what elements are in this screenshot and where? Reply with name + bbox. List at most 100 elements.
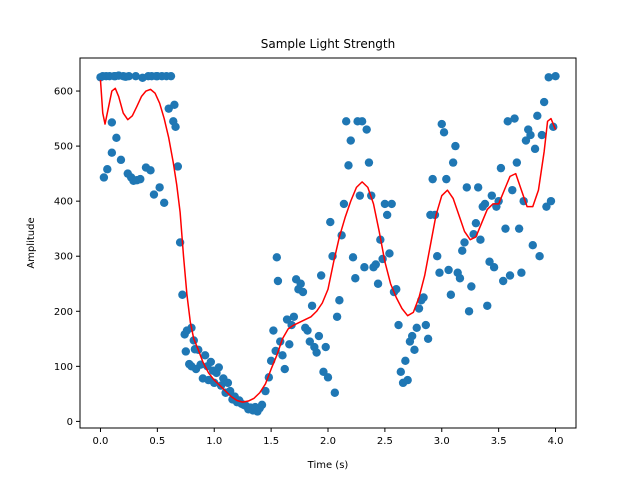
scatter-point — [357, 117, 367, 126]
scatter-point — [373, 279, 383, 288]
scatter-point — [178, 290, 187, 299]
scatter-point — [269, 326, 278, 335]
scatter-point — [342, 117, 351, 126]
scatter-point — [464, 307, 474, 316]
scatter-point — [437, 119, 446, 129]
scatter-point — [323, 373, 333, 382]
y-tick-label: 500 — [54, 142, 73, 153]
scatter-point — [535, 252, 544, 261]
scatter-point — [471, 218, 481, 228]
scatter-point — [257, 400, 267, 410]
scatter-point — [528, 241, 537, 250]
scatter-point — [298, 287, 308, 297]
scatter-point — [380, 199, 390, 209]
scatter-point — [407, 331, 417, 341]
y-tick-label: 300 — [54, 252, 73, 263]
scatter-point — [410, 345, 419, 355]
scatter-point — [214, 363, 223, 372]
scatter-point — [480, 199, 490, 209]
x-tick-label: 1.5 — [263, 436, 279, 447]
fit-line — [99, 79, 557, 403]
y-tick-label: 400 — [54, 197, 73, 208]
scatter-point — [112, 133, 121, 143]
scatter-point — [362, 125, 371, 134]
scatter-point — [107, 118, 117, 127]
scatter-point — [512, 158, 522, 167]
scatter-point — [346, 136, 355, 145]
scatter-point — [330, 388, 340, 397]
scatter-point — [448, 158, 458, 167]
chart-title: Sample Light Strength — [261, 37, 395, 51]
scatter-point — [136, 174, 145, 184]
scatter-point — [551, 71, 560, 81]
scatter-point — [159, 198, 169, 208]
scatter-point — [476, 235, 485, 244]
scatter-point — [155, 183, 164, 192]
scatter-point — [510, 114, 519, 123]
scatter-point — [439, 128, 449, 137]
y-axis-label: Amplitude — [26, 217, 37, 268]
scatter-point — [321, 342, 330, 352]
scatter-point — [508, 185, 517, 195]
scatter-point — [360, 263, 369, 272]
scatter-point — [505, 271, 515, 280]
x-tick-label: 2.5 — [377, 436, 393, 447]
scatter-point — [428, 174, 437, 184]
scatter-point — [371, 260, 380, 269]
scatter-point — [181, 347, 190, 356]
scatter-point — [517, 268, 526, 277]
scatter-point — [314, 331, 324, 341]
scatter-point — [403, 375, 412, 385]
scatter-point — [166, 71, 176, 81]
scatter-point — [332, 312, 342, 321]
scatter-point — [103, 165, 112, 174]
scatter-point — [278, 351, 287, 360]
scatter-point — [335, 296, 344, 305]
scatter-point — [146, 166, 155, 175]
x-tick-label: 1.0 — [206, 436, 222, 447]
x-axis: 0.0 0.5 1.0 1.5 2.0 2.5 3.0 3.5 4.0 — [93, 428, 564, 447]
scatter-point — [533, 111, 542, 121]
scatter-point — [546, 196, 556, 206]
scatter-point — [401, 356, 410, 366]
x-tick-label: 3.5 — [491, 436, 507, 447]
scatter-point — [421, 320, 431, 330]
scatter-point — [501, 224, 510, 233]
scatter-point — [99, 173, 109, 182]
scatter-point — [385, 249, 394, 258]
scatter-point — [526, 130, 535, 140]
scatter-point — [544, 73, 553, 82]
y-tick-label: 600 — [54, 87, 73, 98]
scatter-point — [303, 326, 312, 335]
scatter-point — [489, 263, 499, 272]
scatter-point — [423, 334, 433, 343]
scatter-point — [394, 320, 403, 330]
scatter-point — [455, 274, 465, 283]
scatter-point — [312, 348, 321, 357]
scatter-point — [316, 271, 326, 280]
scatter-point — [382, 210, 392, 220]
y-axis: 0 100 200 300 400 500 600 — [54, 87, 80, 428]
scatter-point — [414, 304, 424, 313]
scatter-point — [537, 130, 547, 140]
y-tick-label: 0 — [67, 417, 73, 428]
scatter-point — [442, 174, 451, 184]
scatter-point — [296, 279, 305, 288]
scatter-point — [419, 293, 428, 302]
scatter-point — [435, 268, 444, 277]
scatter-point — [131, 71, 140, 81]
scatter-point — [473, 183, 483, 192]
x-tick-label: 3.0 — [434, 436, 450, 447]
scatter-point — [451, 141, 460, 151]
scatter-point — [521, 136, 531, 145]
scatter-point — [344, 161, 353, 170]
scatter-point — [487, 191, 497, 200]
x-tick-label: 4.0 — [548, 436, 564, 447]
scatter-point — [116, 155, 126, 165]
scatter-point — [280, 364, 289, 374]
scatter-point — [210, 378, 219, 388]
scatter-point — [149, 190, 159, 199]
scatter-point — [339, 199, 349, 209]
